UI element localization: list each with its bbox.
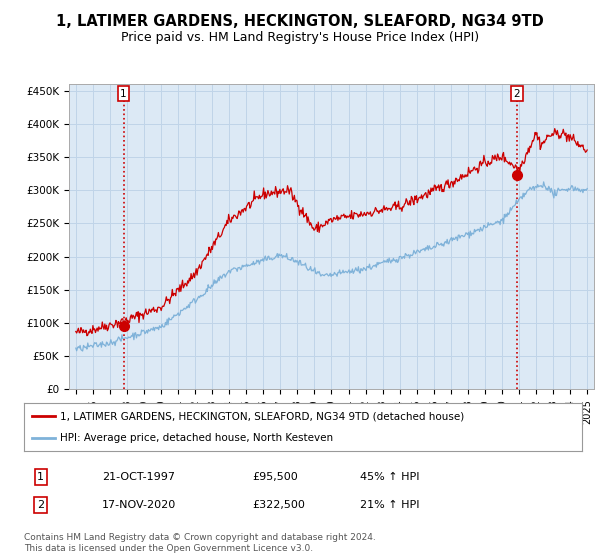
Text: 1: 1 — [37, 472, 44, 482]
Text: Price paid vs. HM Land Registry's House Price Index (HPI): Price paid vs. HM Land Registry's House … — [121, 31, 479, 44]
Text: Contains HM Land Registry data © Crown copyright and database right 2024.
This d: Contains HM Land Registry data © Crown c… — [24, 533, 376, 553]
Text: 2: 2 — [37, 500, 44, 510]
Text: £95,500: £95,500 — [252, 472, 298, 482]
Text: 45% ↑ HPI: 45% ↑ HPI — [360, 472, 419, 482]
Text: 1, LATIMER GARDENS, HECKINGTON, SLEAFORD, NG34 9TD (detached house): 1, LATIMER GARDENS, HECKINGTON, SLEAFORD… — [60, 411, 464, 421]
Text: £322,500: £322,500 — [252, 500, 305, 510]
Text: 1, LATIMER GARDENS, HECKINGTON, SLEAFORD, NG34 9TD: 1, LATIMER GARDENS, HECKINGTON, SLEAFORD… — [56, 14, 544, 29]
Text: 17-NOV-2020: 17-NOV-2020 — [102, 500, 176, 510]
Text: 2: 2 — [514, 88, 520, 99]
Text: 1: 1 — [120, 88, 127, 99]
Text: 21-OCT-1997: 21-OCT-1997 — [102, 472, 175, 482]
Text: HPI: Average price, detached house, North Kesteven: HPI: Average price, detached house, Nort… — [60, 433, 334, 443]
Text: 21% ↑ HPI: 21% ↑ HPI — [360, 500, 419, 510]
